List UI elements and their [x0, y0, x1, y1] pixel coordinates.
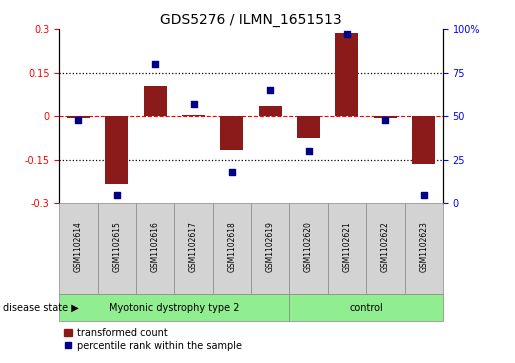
Point [343, 31, 351, 37]
Bar [404, 203, 443, 294]
Text: GSM1102618: GSM1102618 [228, 221, 236, 272]
Bar [289, 203, 328, 294]
Text: GSM1102622: GSM1102622 [381, 221, 390, 272]
Text: control: control [349, 303, 383, 313]
Bar [328, 203, 366, 294]
Point [381, 117, 389, 123]
Bar [366, 203, 405, 294]
Point [113, 192, 121, 197]
Bar [59, 203, 98, 294]
Text: GSM1102617: GSM1102617 [189, 221, 198, 272]
Point [228, 169, 236, 175]
Bar [213, 203, 251, 294]
Bar [98, 203, 136, 294]
Legend: transformed count, percentile rank within the sample: transformed count, percentile rank withi… [64, 328, 242, 351]
Text: GSM1102621: GSM1102621 [342, 221, 351, 272]
Text: GSM1102620: GSM1102620 [304, 221, 313, 272]
Text: GSM1102615: GSM1102615 [112, 221, 121, 272]
Text: Myotonic dystrophy type 2: Myotonic dystrophy type 2 [109, 303, 239, 313]
Text: GSM1102614: GSM1102614 [74, 221, 83, 272]
Bar [259, 106, 282, 116]
Bar [144, 86, 167, 116]
Text: GSM1102619: GSM1102619 [266, 221, 274, 272]
Point [420, 192, 428, 197]
Point [190, 101, 198, 107]
Bar [59, 294, 289, 321]
Bar [182, 115, 205, 116]
Bar [136, 203, 174, 294]
Text: disease state ▶: disease state ▶ [3, 303, 78, 313]
Bar [251, 203, 289, 294]
Bar [220, 116, 244, 150]
Text: GSM1102623: GSM1102623 [419, 221, 428, 272]
Text: GSM1102616: GSM1102616 [151, 221, 160, 272]
Point [304, 148, 313, 154]
Point [266, 87, 274, 93]
Bar [297, 116, 320, 138]
Bar [67, 116, 90, 118]
Point [151, 61, 159, 67]
Title: GDS5276 / ILMN_1651513: GDS5276 / ILMN_1651513 [160, 13, 342, 26]
Bar [335, 33, 358, 116]
Bar [105, 116, 128, 184]
Bar [412, 116, 435, 164]
Bar [174, 203, 213, 294]
Point [74, 117, 82, 123]
Bar [289, 294, 443, 321]
Bar [374, 116, 397, 118]
